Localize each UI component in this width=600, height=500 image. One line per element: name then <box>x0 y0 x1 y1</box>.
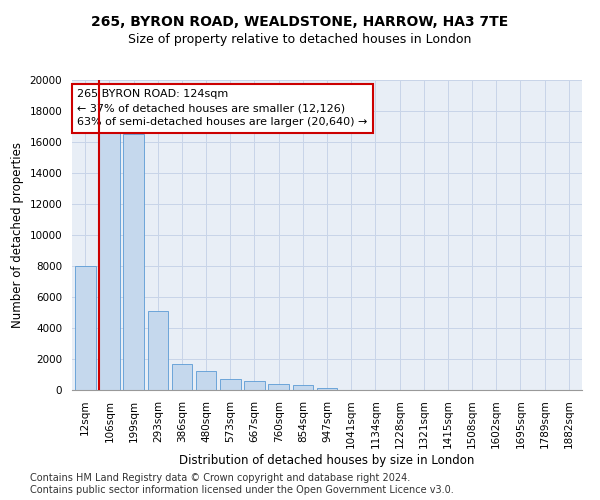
Text: Contains HM Land Registry data © Crown copyright and database right 2024.
Contai: Contains HM Land Registry data © Crown c… <box>30 474 454 495</box>
Bar <box>196 372 217 390</box>
Bar <box>75 266 95 390</box>
Text: 265, BYRON ROAD, WEALDSTONE, HARROW, HA3 7TE: 265, BYRON ROAD, WEALDSTONE, HARROW, HA3… <box>91 15 509 29</box>
Bar <box>293 386 313 390</box>
Bar <box>124 134 144 390</box>
X-axis label: Distribution of detached houses by size in London: Distribution of detached houses by size … <box>179 454 475 467</box>
Text: 265 BYRON ROAD: 124sqm
← 37% of detached houses are smaller (12,126)
63% of semi: 265 BYRON ROAD: 124sqm ← 37% of detached… <box>77 90 367 128</box>
Bar <box>220 379 241 390</box>
Bar <box>317 388 337 390</box>
Bar <box>268 384 289 390</box>
Text: Size of property relative to detached houses in London: Size of property relative to detached ho… <box>128 32 472 46</box>
Bar <box>244 382 265 390</box>
Bar <box>172 364 192 390</box>
Y-axis label: Number of detached properties: Number of detached properties <box>11 142 24 328</box>
Bar <box>148 311 168 390</box>
Bar <box>99 131 120 390</box>
